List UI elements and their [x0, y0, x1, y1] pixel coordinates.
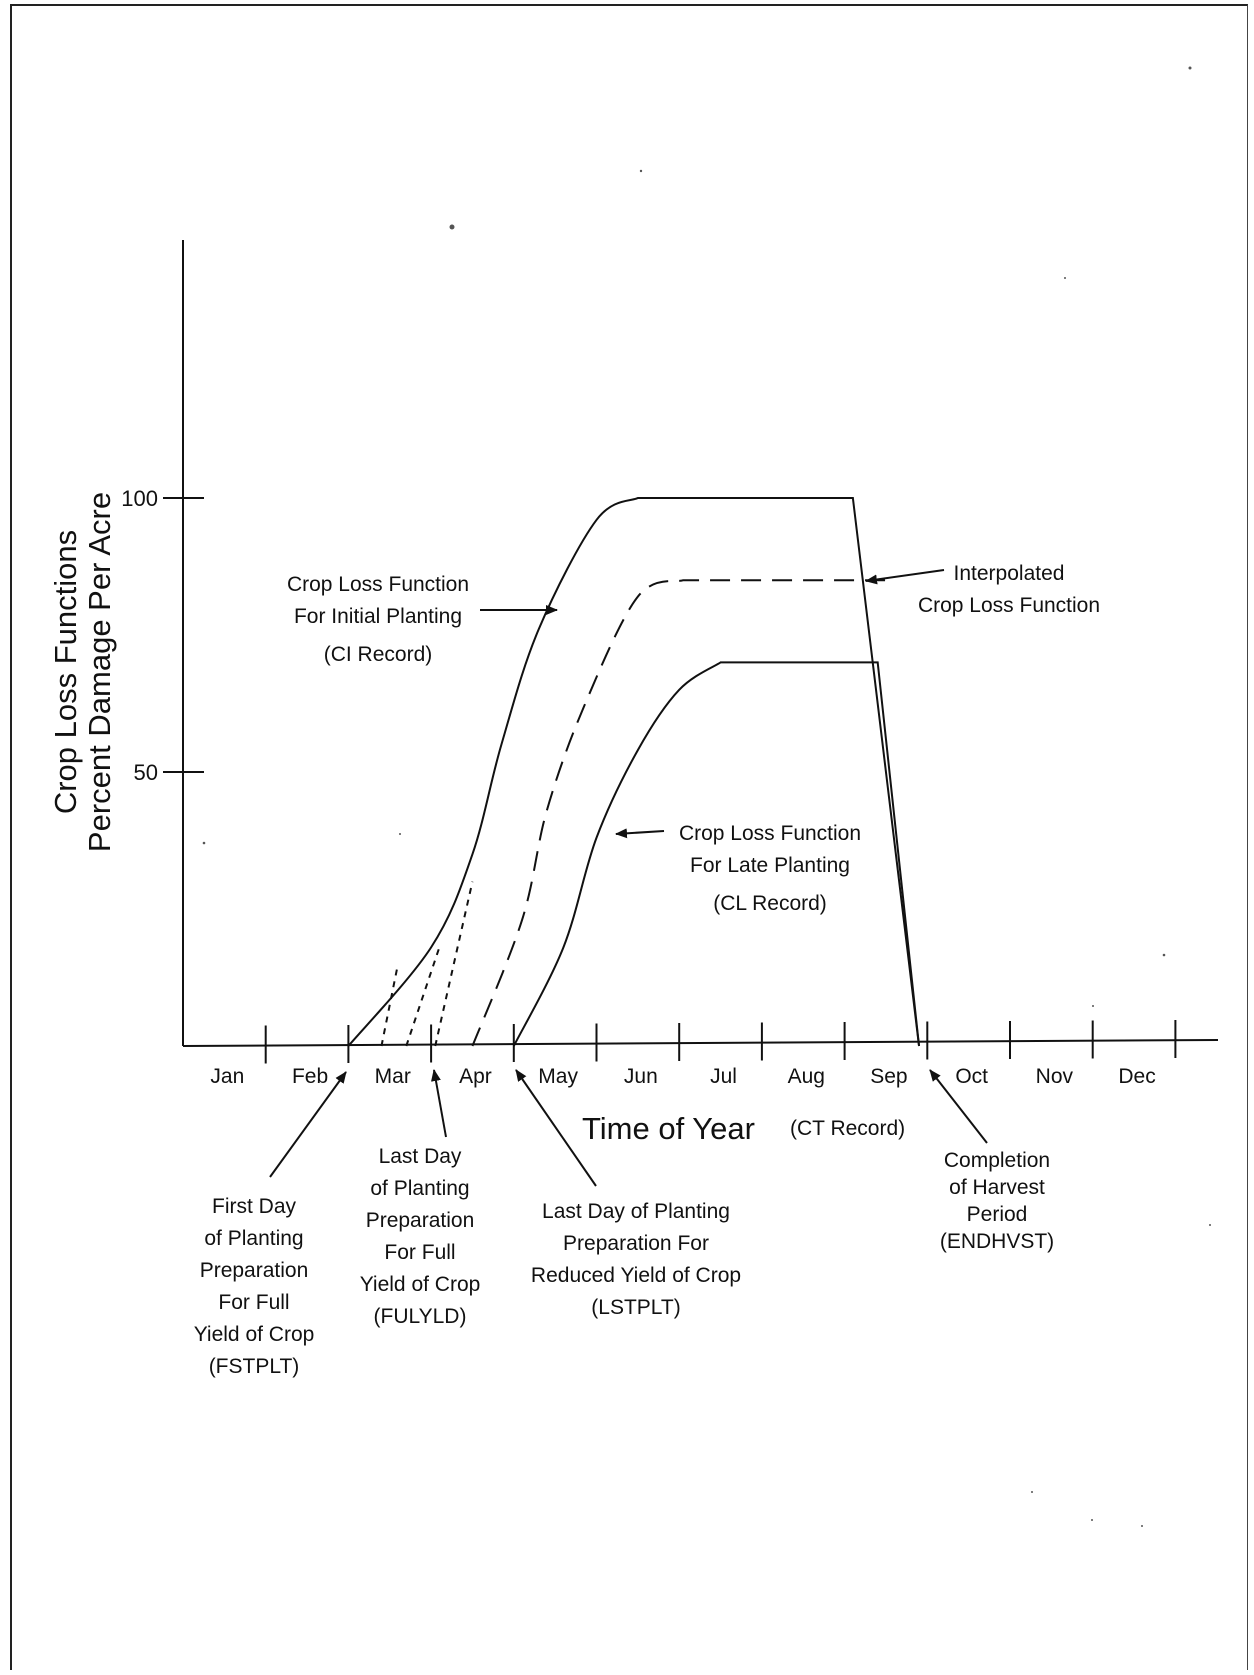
annotation-initial: Crop Loss Function For Initial Planting (C…: [287, 573, 469, 666]
series-group: [347, 497, 921, 1047]
transition-line-1: [380, 963, 400, 1047]
speck: [1091, 1519, 1093, 1521]
annotation-fulyld: Last Day of Planting Preparation For Full Yi…: [360, 1145, 481, 1328]
speck: [1031, 1491, 1033, 1493]
speck: [1209, 1224, 1211, 1226]
y-ticks: 50 100: [121, 486, 204, 785]
y-tick-label: 100: [121, 486, 158, 511]
x-ticks: [264, 1020, 1177, 1064]
month-label-dec: Dec: [1118, 1065, 1155, 1088]
transition-line-2: [405, 947, 441, 1047]
speck: [1064, 277, 1066, 279]
arrow-fulyld: [431, 1069, 447, 1138]
month-label-sep: Sep: [870, 1065, 907, 1088]
month-label-nov: Nov: [1036, 1065, 1074, 1088]
speck: [1141, 1525, 1143, 1527]
arrow-late: [615, 828, 665, 839]
y-tick-label: 50: [134, 760, 158, 785]
y-axis-title-line-1: Crop Loss Functions: [48, 530, 83, 814]
y-axis-title-line-2: Percent Damage Per Acre: [82, 492, 117, 852]
series-line-interpolated: [471, 579, 891, 1047]
speck: [1188, 66, 1192, 70]
speck: [449, 224, 455, 230]
month-label-aug: Aug: [788, 1065, 825, 1088]
x-axis-title: Time of Year: [582, 1111, 755, 1146]
annotation-lstplt: Last Day of Planting Preparation For Reduc…: [531, 1200, 741, 1319]
x-axis: [182, 1039, 1219, 1047]
speck: [399, 833, 401, 835]
month-label-oct: Oct: [955, 1065, 988, 1088]
annotation-interpolated: Interpolated Crop Loss Function: [918, 562, 1100, 617]
month-labels: Jan Feb Mar Apr May Jun Jul Aug Sep Oct Nov Dec: [210, 1065, 1155, 1088]
annotation-fstplt: First Day of Planting Preparation For Full Y…: [194, 1195, 315, 1378]
figure-frame: [10, 4, 1248, 1670]
annotations: Crop Loss Function For Initial Planting (C…: [194, 562, 1100, 1378]
transition-line-3: [434, 881, 474, 1047]
series-line-initial: [347, 497, 921, 1047]
month-label-mar: Mar: [375, 1065, 411, 1088]
arrow-interpolated: [865, 569, 945, 585]
month-label-feb: Feb: [292, 1065, 328, 1088]
speck: [1162, 953, 1166, 957]
speck: [639, 169, 643, 173]
x-axis-title-sub: (CT Record): [790, 1117, 905, 1140]
month-label-may: May: [538, 1065, 578, 1088]
arrow-fstplt: [269, 1071, 347, 1178]
arrow-lstplt: [515, 1069, 597, 1187]
month-label-jan: Jan: [210, 1065, 244, 1088]
month-label-jul: Jul: [710, 1065, 737, 1088]
annotation-late: Crop Loss Function For Late Planting (CL R…: [679, 822, 861, 915]
month-label-apr: Apr: [459, 1065, 492, 1088]
speck: [202, 841, 206, 845]
annotation-endhvst: Completion of Harvest Period (ENDHVST): [940, 1149, 1054, 1253]
speck: [1092, 1005, 1094, 1007]
month-label-jun: Jun: [624, 1065, 658, 1088]
series-line-late: [512, 661, 921, 1047]
arrow-endhvst: [929, 1069, 988, 1144]
